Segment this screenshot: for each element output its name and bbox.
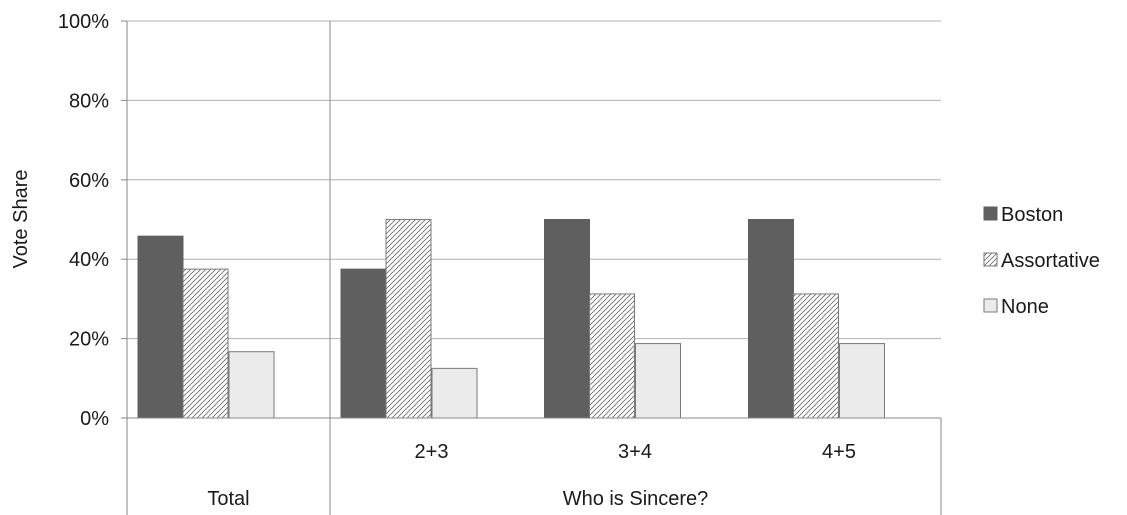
x-tick-label: 2+3 xyxy=(415,441,449,463)
y-axis-ticks: 0% 20% 40% 60% 80% 100% xyxy=(58,11,127,430)
bar-none-2+3 xyxy=(431,367,478,419)
bar-none-total xyxy=(228,351,275,419)
x-tick-label: 3+4 xyxy=(618,441,652,463)
legend-label-none: None xyxy=(1001,296,1049,318)
legend-label-boston: Boston xyxy=(1001,204,1063,226)
axes xyxy=(126,21,942,515)
bar-none-3+4 xyxy=(635,343,681,419)
bars xyxy=(137,219,885,419)
x-axis-labels: 2+3 3+4 4+5 Total Who is Sincere? xyxy=(207,441,856,510)
bar-boston-total xyxy=(137,235,184,419)
bar-boston-2+3 xyxy=(340,268,387,419)
legend-swatch-boston xyxy=(983,206,998,221)
y-tick-label: 80% xyxy=(69,90,109,112)
y-tick-label: 40% xyxy=(69,249,109,271)
y-tick-label: 20% xyxy=(69,329,109,351)
bar-boston-3+4 xyxy=(544,219,590,419)
bar-none-4+5 xyxy=(839,343,885,419)
y-tick-label: 0% xyxy=(80,408,109,430)
y-tick-label: 60% xyxy=(69,170,109,192)
bar-assortative-total xyxy=(182,268,229,419)
y-axis-title: Vote Share xyxy=(10,170,32,269)
bar-assortative-3+4 xyxy=(589,293,635,419)
legend-swatch-none xyxy=(983,298,998,313)
legend-swatch-assortative xyxy=(983,252,998,267)
gridlines xyxy=(127,20,941,340)
x-group-label: Total xyxy=(207,488,249,510)
bar-boston-4+5 xyxy=(748,219,794,419)
x-tick-label: 4+5 xyxy=(822,441,856,463)
y-tick-label: 100% xyxy=(58,11,109,33)
bar-assortative-4+5 xyxy=(793,293,839,419)
bar-assortative-2+3 xyxy=(385,219,432,419)
legend: Boston Assortative None xyxy=(983,204,1100,318)
legend-label-assortative: Assortative xyxy=(1001,250,1100,272)
x-group-label: Who is Sincere? xyxy=(563,488,709,510)
